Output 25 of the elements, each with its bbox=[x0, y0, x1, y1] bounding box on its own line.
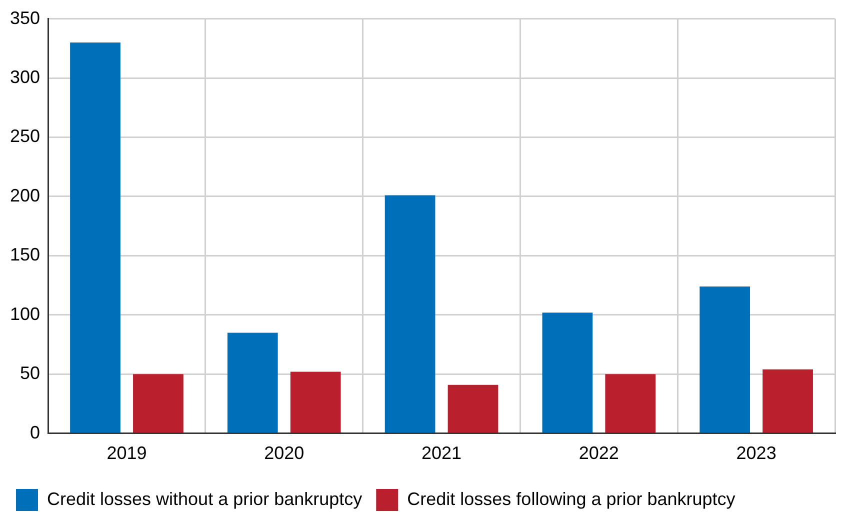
y-tick-label: 200 bbox=[10, 185, 40, 206]
bar bbox=[542, 312, 593, 433]
bar bbox=[290, 372, 341, 433]
bar bbox=[605, 374, 656, 433]
y-tick-label: 250 bbox=[10, 126, 40, 146]
bar bbox=[227, 332, 278, 433]
x-tick-label: 2022 bbox=[578, 443, 619, 464]
x-tick-label: 2019 bbox=[106, 443, 147, 464]
bar bbox=[70, 42, 120, 433]
x-tick-label: 2020 bbox=[264, 443, 304, 464]
legend-label: Credit losses following a prior bankruptcy bbox=[407, 488, 736, 509]
y-tick-label: 300 bbox=[10, 66, 40, 87]
x-tick-label: 2023 bbox=[736, 443, 776, 464]
bar bbox=[762, 369, 813, 433]
y-tick-label: 100 bbox=[10, 304, 40, 324]
bar bbox=[700, 286, 750, 433]
bar bbox=[448, 384, 498, 433]
y-tick-label: 150 bbox=[10, 244, 40, 265]
y-tick-label: 50 bbox=[20, 363, 40, 384]
y-tick-label: 350 bbox=[10, 8, 40, 28]
legend-label: Credit losses without a prior bankruptcy bbox=[47, 488, 362, 509]
bar bbox=[133, 374, 184, 433]
x-tick-label: 2021 bbox=[421, 443, 462, 464]
y-tick-label: 0 bbox=[30, 422, 40, 442]
bar bbox=[384, 195, 436, 433]
